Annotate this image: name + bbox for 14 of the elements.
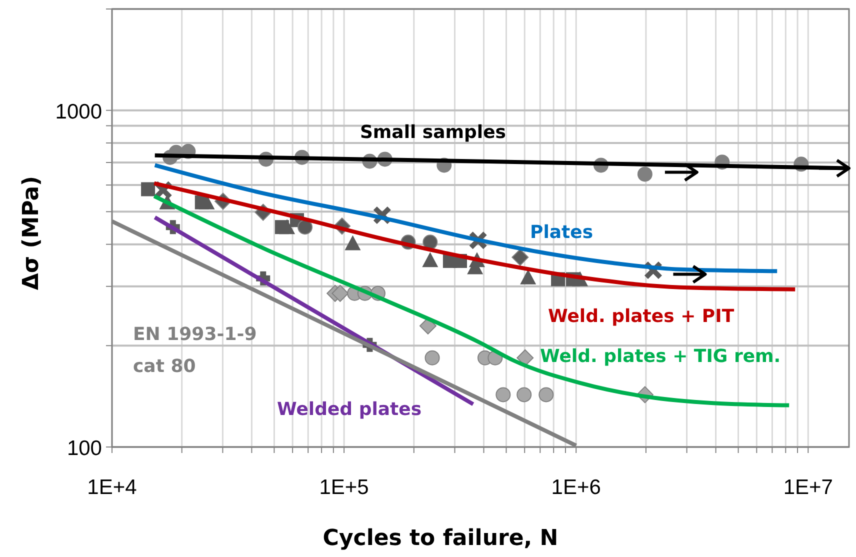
x-tick-label: 1E+7	[783, 476, 833, 499]
series-label: EN 1993-1-9 cat 80	[133, 324, 257, 377]
x-tick-label: 1E+6	[551, 476, 601, 499]
series-label: Welded plates	[277, 399, 422, 420]
x-axis-title: Cycles to failure, N	[322, 526, 558, 551]
series-label: Weld. plates + PIT	[548, 306, 735, 327]
series-label: Small samples	[360, 122, 506, 143]
y-tick-label: 100	[66, 437, 102, 460]
x-tick-label: 1E+4	[87, 476, 138, 499]
x-tick-label: 1E+5	[319, 476, 369, 499]
y-axis-title: Δσ (MPa)	[19, 176, 44, 290]
series-label: Plates	[530, 222, 594, 243]
y-tick-label: 1000	[55, 100, 102, 124]
series-label: Weld. plates + TIG rem.	[540, 346, 781, 367]
